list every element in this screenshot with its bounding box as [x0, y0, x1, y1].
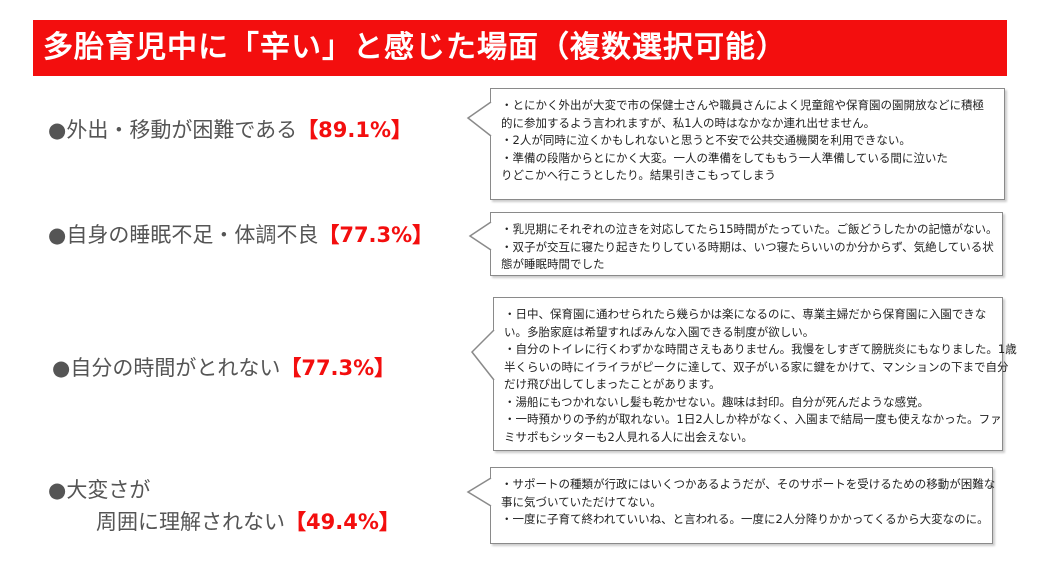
- item-label: 周囲に理解されない: [96, 510, 285, 534]
- item-percent: 【77.3%】: [318, 223, 434, 247]
- comment-line: ・乳児期にそれぞれの泣きを対応してたら15時間がたっていた。ご飯どうしたかの記憶…: [501, 222, 998, 236]
- item-percent: 【77.3%】: [280, 356, 396, 380]
- callout-pointer: [466, 101, 492, 137]
- comment-line: ・サポートの種類が行政にはいくつかあるようだが、そのサポートを受けるための移動が…: [501, 477, 996, 491]
- comment-line: だけ飛び出してしまったことがあります。: [504, 377, 721, 391]
- comment-line: い。多胎家庭は希望すればみんな入園できる制度が欲しい。: [504, 324, 815, 339]
- callout-pointer: [466, 477, 492, 507]
- item-outing-difficulty: ●外出・移動が困難である【89.1%】: [48, 116, 412, 144]
- comment-line: ・自分のトイレに行くわずかな時間さえもありません。我慢をしすぎて膀胱炎にもなりま…: [504, 342, 1017, 356]
- item-percent: 【49.4%】: [285, 510, 400, 534]
- comment-line: ・2人が同時に泣くかもしれないと思うと不安で公共交通機関を利用できない。: [501, 133, 911, 147]
- item-label: ●自身の睡眠不足・体調不良: [48, 223, 319, 247]
- title-banner: 多胎育児中に「辛い」と感じた場面（複数選択可能）: [33, 20, 1007, 76]
- item-not-understood: ●大変さが: [48, 476, 150, 504]
- comment-line: ・双子が交互に寝たり起きたりしている時期は、いつ寝たらいいのか分からず、気絶して…: [501, 239, 994, 254]
- item-sleep-deprivation: ●自身の睡眠不足・体調不良【77.3%】: [48, 221, 433, 249]
- item-no-own-time: ●自分の時間がとれない【77.3%】: [52, 354, 395, 382]
- callout-pointer: [470, 329, 495, 381]
- item-label: ●大変さが: [48, 478, 151, 502]
- comment-line: 態が睡眠時間でした: [501, 257, 605, 271]
- item-not-understood-line2: 周囲に理解されない【49.4%】: [96, 508, 400, 536]
- comment-box-outing: ・とにかく外出が大変で市の保健士さんや職員さんによく児童館や保育園の園開放などに…: [490, 88, 1005, 200]
- comment-line: ・一時預かりの予約が取れない。1日2人しか枠がなく、入園まで結局一度も使えなかっ…: [504, 412, 1002, 426]
- comment-line: 的に参加するよう言われますが、私1人の時はなかなか連れ出せません。: [501, 115, 876, 130]
- comment-line: 半くらいの時にイライラがピークに達して、双子がいる家に鍵をかけて、マンションの下…: [504, 359, 1009, 374]
- comment-line: ・日中、保育園に通わせられたら幾らかは楽になるのに、専業主婦だから保育園に入園で…: [504, 307, 987, 321]
- comment-line: ・とにかく外出が大変で市の保健士さんや職員さんによく児童館や保育園の園開放などに…: [501, 98, 984, 112]
- item-label: ●外出・移動が困難である: [48, 118, 298, 142]
- callout-pointer: [468, 221, 492, 251]
- comment-line: ミサポもシッターも2人見れる人に出会えない。: [504, 429, 753, 444]
- comment-box-sleep: ・乳児期にそれぞれの泣きを対応してたら15時間がたっていた。ご飯どうしたかの記憶…: [490, 212, 1003, 276]
- comment-box-understanding: ・サポートの種類が行政にはいくつかあるようだが、そのサポートを受けるための移動が…: [490, 467, 996, 544]
- comment-line: 事に気づいていただけてない。: [501, 494, 662, 509]
- page-title: 多胎育児中に「辛い」と感じた場面（複数選択可能）: [43, 30, 787, 65]
- comment-line: りどこかへ行こうとしたり。結果引きこもってしまう: [501, 168, 776, 182]
- comment-line: ・一度に子育て終われていいね、と言われる。一度に2人分降りかかってくるから大変な…: [501, 512, 989, 526]
- comment-line: ・準備の段階からとにかく大変。一人の準備をしてももう一人準備している間に泣いた: [501, 150, 948, 165]
- item-label: ●自分の時間がとれない: [52, 356, 281, 380]
- comment-box-own-time: ・日中、保育園に通わせられたら幾らかは楽になるのに、専業主婦だから保育園に入園で…: [493, 297, 1017, 451]
- comment-line: ・湯船にもつかれないし髪も乾かせない。趣味は封印。自分が死んだような感覚。: [504, 394, 930, 409]
- item-percent: 【89.1%】: [297, 118, 412, 142]
